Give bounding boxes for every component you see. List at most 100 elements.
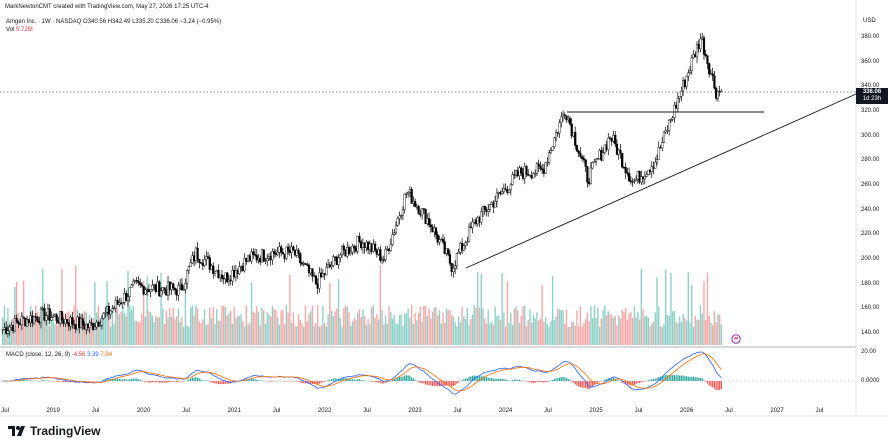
macd-hist-bar (56, 381, 58, 382)
candle-body (556, 132, 559, 134)
macd-legend[interactable]: MACD (close, 12, 26, 9) -4.56 3.39 7.94 (6, 351, 112, 359)
volume-bar (351, 321, 354, 345)
volume-bar (564, 323, 566, 345)
candle-body (179, 283, 182, 286)
macd-hist-bar (343, 377, 345, 381)
volume-bar (289, 274, 291, 345)
currency-label[interactable]: USD (863, 18, 876, 24)
volume-bar (125, 316, 127, 345)
macd-hist-bar (449, 381, 451, 386)
price-tick: 200.00 (861, 256, 880, 262)
candle-body (354, 247, 358, 252)
volume-bar (181, 316, 183, 345)
candle-body (313, 275, 316, 277)
volume-bar (52, 319, 54, 345)
candle-body (419, 213, 422, 216)
candle-body (474, 219, 478, 225)
volume-bar (579, 306, 582, 345)
candle-body (48, 308, 51, 321)
tradingview-logo[interactable]: TradingView (8, 424, 100, 438)
candle-body (311, 268, 314, 277)
volume-bar (517, 310, 519, 345)
volume-bar (223, 305, 225, 345)
volume-bar (310, 311, 312, 345)
candle-body (283, 253, 286, 259)
macd-hist-bar (379, 381, 381, 384)
macd-hist-bar (226, 381, 228, 384)
bar-countdown: 1d 23h (862, 96, 882, 102)
volume-bar (384, 315, 387, 345)
candle-body (659, 147, 662, 149)
volume-bar (553, 319, 556, 345)
volume-bar (698, 319, 700, 345)
volume-bar (243, 326, 246, 345)
candle-body (257, 258, 260, 261)
candle-body (212, 265, 215, 274)
candle-body (466, 241, 469, 243)
volume-bar (249, 322, 251, 345)
volume-bar (541, 284, 543, 345)
candle-body (17, 321, 20, 324)
candle-body (591, 162, 594, 169)
candle-body (410, 189, 413, 204)
volume-bar (496, 315, 498, 345)
volume-bar (687, 272, 690, 345)
macd-hist-bar (518, 379, 521, 381)
price-tick: 300.00 (861, 132, 880, 139)
volume-bar (62, 313, 65, 345)
candle-body (182, 289, 185, 291)
volume-bar (202, 319, 204, 345)
volume-legend[interactable]: Vol 5.72M (6, 26, 33, 34)
time-tick: 2025 (589, 408, 603, 414)
candle-body (59, 311, 62, 324)
volume-bar (692, 326, 695, 345)
volume-bar (668, 315, 670, 345)
macd-hist-bar (581, 381, 583, 388)
symbol-legend[interactable]: Amgen Inc. · 1W · NASDAQ O340.56 H342.49… (6, 18, 221, 26)
volume-bar (435, 306, 437, 345)
macd-hist-bar (658, 377, 660, 381)
macd-hist-bar (621, 381, 623, 383)
macd-hist-bar (358, 379, 361, 381)
volume-bar (665, 269, 667, 345)
volume-bar (651, 323, 653, 345)
volume-bar (139, 321, 141, 345)
macd-hist-bar (303, 381, 305, 384)
volume-bar (346, 306, 348, 345)
alert-clock-icon[interactable] (731, 334, 741, 344)
volume-bar (626, 319, 629, 345)
candle-body (153, 284, 156, 286)
macd-hist-bar (19, 380, 21, 381)
candle-body (427, 218, 431, 225)
volume-bar (527, 319, 529, 345)
macd-hist-bar (167, 381, 169, 383)
volume-bar (480, 273, 482, 345)
time-tick: Jul (815, 408, 824, 414)
volume-bar (50, 316, 53, 345)
volume-bar (247, 324, 249, 345)
volume-bar (677, 323, 679, 345)
macd-line-value: 3.39 (87, 352, 99, 358)
volume-bar (186, 325, 188, 345)
volume-bar (671, 311, 674, 345)
macd-hist-bar (162, 381, 164, 383)
volume-bar (647, 317, 649, 345)
macd-hist-bar (430, 381, 432, 386)
ohlc-values: O340.56 H342.49 L335.20 C336.06 −3.24 (−… (83, 19, 222, 25)
candle-body (582, 158, 586, 160)
macd-hist-bar (692, 376, 695, 381)
macd-hist-bar (195, 377, 197, 381)
candle-body (429, 224, 432, 227)
candle-body (572, 132, 575, 137)
macd-hist-bar (444, 381, 446, 386)
macd-hist-bar (717, 381, 719, 391)
macd-hist-bar (578, 381, 580, 387)
macd-hist-bar (21, 379, 23, 381)
candle-body (389, 244, 392, 252)
macd-hist-bar (499, 378, 501, 381)
volume-bar (468, 325, 470, 345)
volume-bar (285, 305, 288, 345)
volume-bar (176, 316, 178, 345)
macd-hist-bar (384, 381, 387, 383)
